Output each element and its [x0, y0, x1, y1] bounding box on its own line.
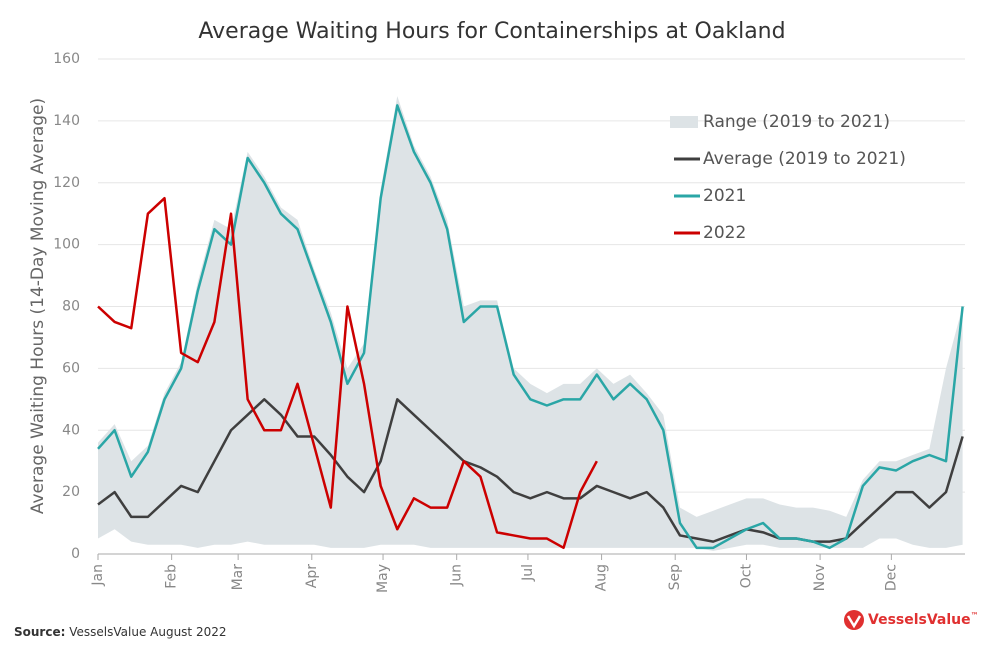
x-tick-label: Sep: [667, 564, 683, 591]
legend-label: Range (2019 to 2021): [703, 112, 890, 132]
x-tick-label: Mar: [230, 564, 246, 591]
source-label: Source:: [14, 625, 65, 639]
logo: VesselsValue™: [844, 610, 979, 630]
y-tick-label: 80: [62, 299, 80, 315]
legend-label: 2021: [703, 186, 746, 206]
x-tick-label: Jun: [449, 564, 465, 587]
x-tick-label: Feb: [164, 564, 180, 589]
source: Source: VesselsValue August 2022: [14, 625, 226, 639]
x-tick-label: May: [375, 564, 391, 593]
logo-text: VesselsValue™: [868, 611, 979, 629]
y-tick-label: 100: [53, 237, 80, 253]
source-text: VesselsValue August 2022: [69, 625, 226, 639]
x-tick-label: Oct: [738, 564, 754, 589]
logo-icon: [844, 610, 864, 630]
y-tick-label: 160: [53, 51, 80, 67]
y-axis-label: Average Waiting Hours (14-Day Moving Ave…: [28, 98, 48, 514]
y-tick-label: 40: [62, 422, 80, 438]
y-tick-label: 140: [53, 113, 80, 129]
x-tick-label: Jul: [520, 564, 536, 582]
logo-tm: ™: [971, 611, 979, 620]
series-line: [97, 398, 964, 543]
plot-area: [97, 58, 965, 555]
logo-icon-mark: [846, 615, 862, 629]
y-tick-label: 60: [62, 360, 80, 376]
legend-label: Average (2019 to 2021): [703, 149, 906, 169]
x-tick-label: Nov: [812, 564, 828, 591]
logo-name: VesselsValue: [868, 612, 971, 628]
legend-swatch: [670, 116, 698, 128]
series-line: [97, 104, 964, 550]
x-tick-label: Aug: [594, 564, 610, 591]
x-tick-label: Jan: [90, 564, 106, 587]
x-tick-label: Apr: [304, 564, 320, 588]
y-tick-label: 0: [71, 546, 80, 562]
chart-title: Average Waiting Hours for Containerships…: [198, 19, 785, 44]
y-tick-label: 20: [62, 484, 80, 500]
x-tick-label: Dec: [883, 564, 899, 591]
legend-label: 2022: [703, 223, 746, 243]
y-tick-label: 120: [53, 175, 80, 191]
series-line: [97, 196, 598, 550]
